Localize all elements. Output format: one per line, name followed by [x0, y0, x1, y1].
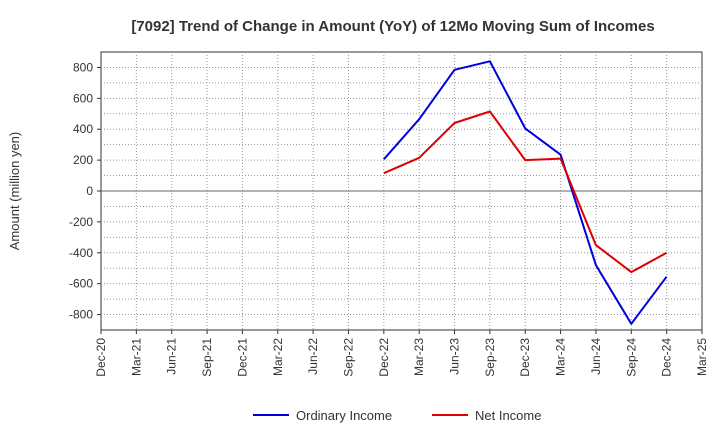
legend-item: Ordinary Income — [253, 408, 392, 423]
y-tick-label: -800 — [69, 308, 93, 322]
legend-item: Net Income — [432, 408, 541, 423]
x-tick-label: Dec-24 — [660, 338, 674, 377]
x-tick-label: Mar-25 — [695, 338, 709, 376]
x-tick-label: Dec-20 — [94, 338, 108, 377]
x-tick-label: Sep-23 — [483, 338, 497, 377]
x-tick-label: Jun-21 — [165, 338, 179, 375]
y-tick-label: -400 — [69, 246, 93, 260]
chart-title: [7092] Trend of Change in Amount (YoY) o… — [131, 18, 654, 35]
y-axis-label: Amount (million yen) — [7, 132, 22, 251]
x-tick-label: Sep-24 — [624, 338, 638, 377]
legend-label: Ordinary Income — [296, 408, 392, 423]
x-tick-label: Dec-23 — [518, 338, 532, 377]
y-tick-label: 400 — [73, 122, 93, 136]
y-tick-label: 0 — [86, 184, 93, 198]
legend-label: Net Income — [475, 408, 541, 423]
y-tick-label: -200 — [69, 215, 93, 229]
x-tick-label: Mar-22 — [271, 338, 285, 376]
x-tick-label: Mar-21 — [129, 338, 143, 376]
x-tick-label: Jun-22 — [306, 338, 320, 375]
x-tick-label: Sep-22 — [341, 338, 355, 377]
series-line-ordinary-income — [383, 60, 668, 325]
series-line-net-income — [383, 110, 668, 274]
y-tick-label: -600 — [69, 277, 93, 291]
x-tick-label: Mar-24 — [554, 338, 568, 376]
plot-area: Dec-20 Mar-21 Jun-21 Sep-21 Dec-21 Mar-22 Jun-… — [69, 51, 709, 377]
x-tick-label: Mar-23 — [412, 338, 426, 376]
x-tick-label: Dec-21 — [235, 338, 249, 377]
y-tick-label: 800 — [73, 60, 93, 74]
legend: Ordinary Income Net Income — [253, 408, 541, 423]
y-tick-label: 600 — [73, 91, 93, 105]
x-tick-label: Dec-22 — [377, 338, 391, 377]
x-tick-label: Jun-24 — [589, 338, 603, 375]
x-tick-label: Sep-21 — [200, 338, 214, 377]
y-tick-label: 200 — [73, 153, 93, 167]
x-tick-label: Jun-23 — [448, 338, 462, 375]
